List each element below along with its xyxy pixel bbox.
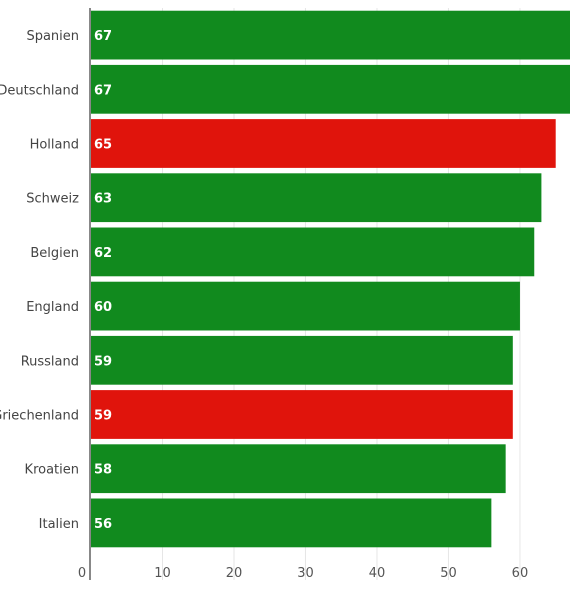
category-label: Spanien	[26, 29, 79, 44]
bar	[91, 390, 513, 439]
x-tick-label: 40	[369, 566, 386, 581]
category-label: Holland	[30, 138, 79, 153]
category-label: Deutschland	[0, 83, 79, 98]
data-label: 65	[94, 138, 112, 153]
bar	[91, 498, 492, 548]
x-tick-label: 20	[226, 566, 243, 581]
x-tick-label: 60	[512, 566, 529, 581]
x-tick-labels: 0 10 20 30 40 50 60	[78, 566, 528, 581]
bar	[91, 64, 570, 114]
data-label: 67	[94, 29, 112, 44]
category-label: Italien	[39, 517, 79, 532]
bar	[91, 119, 556, 168]
data-label: 59	[94, 354, 112, 369]
data-label: 59	[94, 409, 112, 424]
bar	[91, 227, 535, 277]
data-label: 56	[94, 517, 112, 532]
category-label: Russland	[21, 354, 79, 369]
x-tick-label: 30	[297, 566, 314, 581]
category-label: Kroatien	[25, 463, 79, 478]
x-tick-label: 0	[78, 566, 86, 581]
category-label: Schweiz	[26, 192, 79, 207]
data-label: 63	[94, 192, 112, 207]
data-label: 60	[94, 300, 112, 315]
x-tick-label: 10	[154, 566, 171, 581]
data-label: 67	[94, 83, 112, 98]
category-label: Belgien	[30, 246, 79, 261]
x-tick-label: 50	[440, 566, 457, 581]
category-labels: Spanien Deutschland Holland Schweiz Belgien E…	[0, 29, 79, 532]
bar	[91, 281, 520, 331]
data-label: 62	[94, 246, 112, 261]
data-label: 58	[94, 463, 112, 478]
bar	[91, 335, 513, 385]
category-label: England	[26, 300, 79, 315]
bar	[91, 10, 570, 60]
bar	[91, 444, 506, 494]
bar	[91, 173, 542, 223]
category-label: Griechenland	[0, 409, 79, 424]
bars: 67 67 65 63 62 60 59 59 58 56	[91, 10, 570, 548]
